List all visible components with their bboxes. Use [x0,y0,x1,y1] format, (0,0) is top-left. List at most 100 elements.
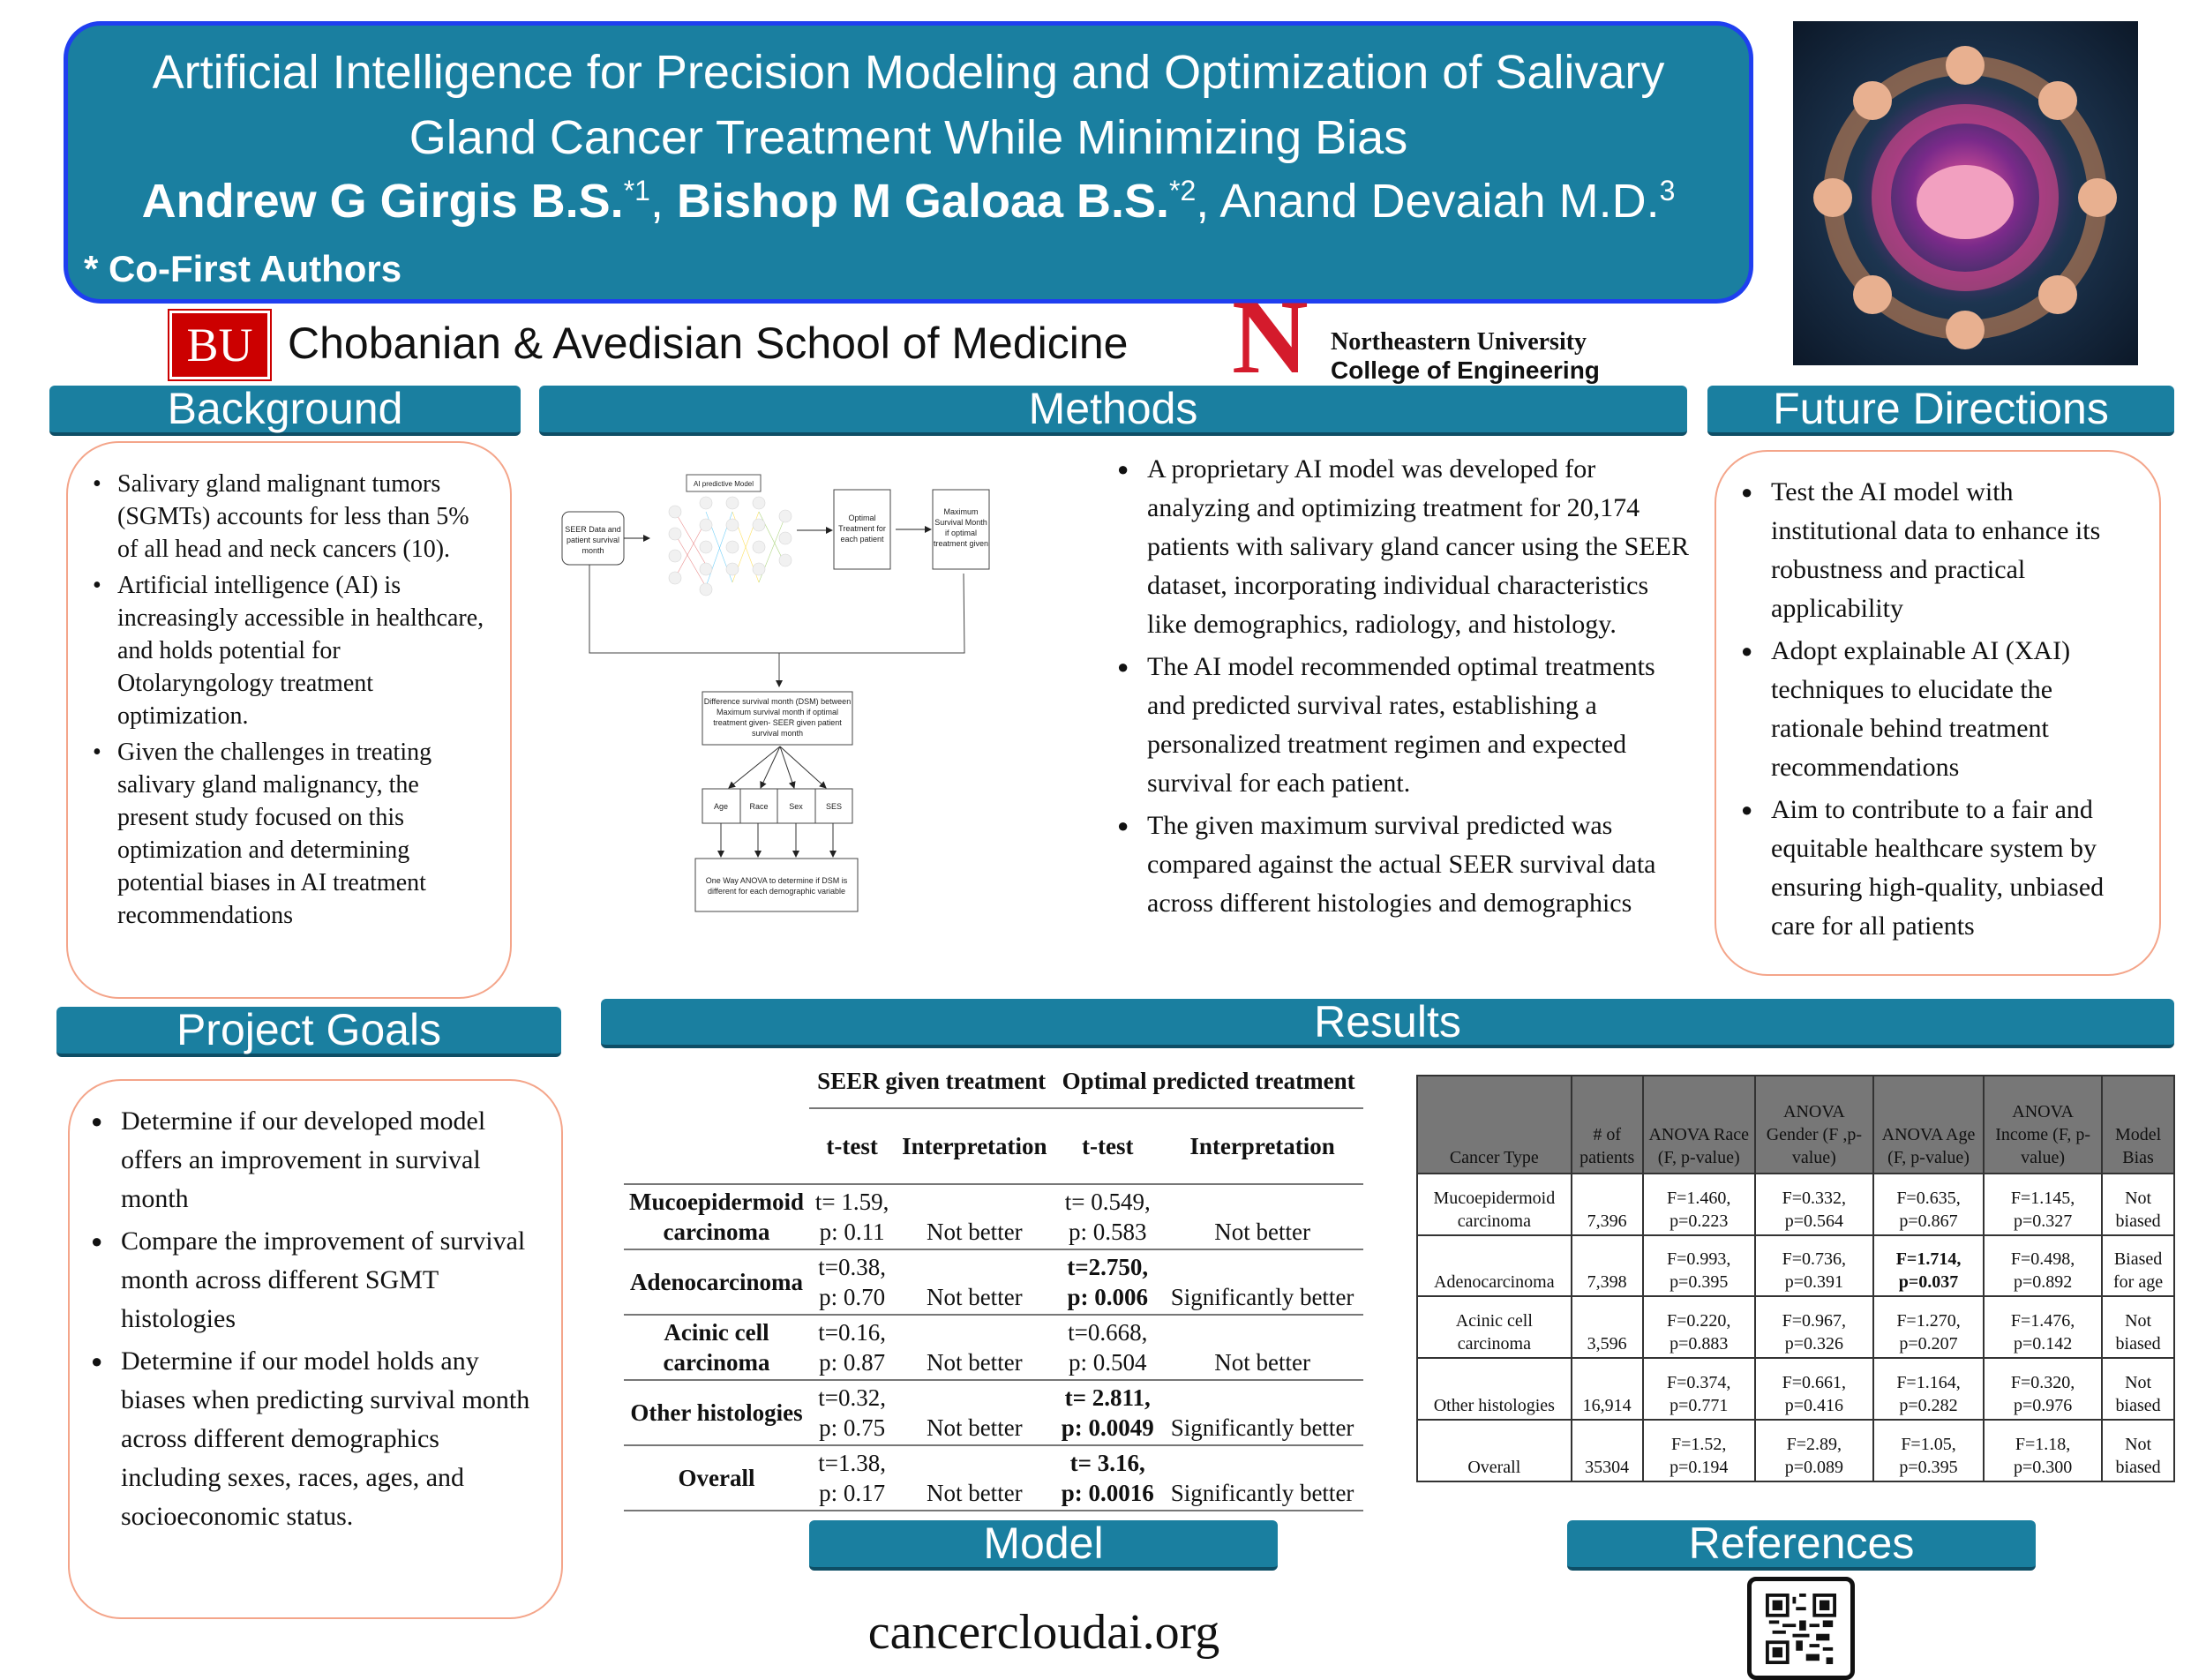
future-item: Adopt explainable AI (XAI) techniques to… [1741,632,2143,787]
histology-name: Other histologies [624,1379,809,1445]
methods-list: A proprietary AI model was developed for… [1117,450,1691,923]
anova-row: Acinic cell carcinoma 3,596 F=0.220, p=0.8… [1416,1295,2175,1360]
anova-table-wrap: Cancer Type # of patients ANOVA Race (F, p… [1416,1075,2175,1482]
svg-text:different for each demographic: different for each demographic variable [708,887,845,896]
anova-cell: Not biased [2101,1419,2175,1482]
background-box: Salivary gland malignant tumors (SGMTs) … [66,441,512,999]
ai-model-label-box [686,474,762,492]
section-header-future: Future Directions [1707,386,2174,436]
demo-age: Age [714,802,728,811]
anova-cell: F=0.967, p=0.326 [1753,1295,1874,1360]
brain-heads-image [1813,46,2117,349]
svg-text:survival month: survival month [752,729,803,738]
anova-cell: 16,914 [1570,1357,1644,1421]
anova-cell: F=0.661, p=0.416 [1753,1357,1874,1421]
methods-text: A proprietary AI model was developed for… [1117,450,1691,926]
maximum-survival-box [932,489,990,570]
histology-name: Adenocarcinoma [624,1249,809,1315]
future-box: Test the AI model with institutional dat… [1715,450,2161,976]
svg-text:treatment given- SEER given pa: treatment given- SEER given patient [713,718,842,727]
ttest-row: Overall t=1.38, p: 0.17 Not better t= 3.1… [624,1444,1363,1511]
ttest-row: Mucoepidermoid carcinoma t= 1.59, p: 0.11… [624,1183,1363,1249]
section-header-model: Model [809,1520,1278,1571]
neu-logo-mark: N [1232,278,1309,395]
histology-name: Overall [624,1444,809,1511]
optimal-ttest: t=2.750, p: 0.006 [1054,1249,1162,1315]
anova-row: Mucoepidermoid carcinoma 7,396 F=1.460, p=… [1416,1172,2175,1236]
subheader: t-test [1081,1133,1134,1159]
anova-row: Other histologies 16,914 F=0.374, p=0.771 F… [1416,1357,2175,1421]
anova-cell: 7,398 [1570,1234,1644,1298]
svg-text:patient survival: patient survival [567,536,619,544]
anova-cell: 35304 [1570,1419,1644,1482]
svg-text:Maximum: Maximum [943,507,978,516]
seer-ttest: t=0.16, p: 0.87 [808,1314,896,1380]
anova-cell: F=0.320, p=0.976 [1983,1357,2104,1421]
anova-cell: Acinic cell carcinoma [1416,1295,1572,1360]
ttest-row: Acinic cell carcinoma t=0.16, p: 0.87 Not… [624,1314,1363,1380]
anova-cell: F=1.05, p=0.395 [1872,1419,1985,1482]
anova-column-header: # of patients [1570,1075,1644,1174]
optimal-interpretation: Significantly better [1161,1444,1363,1511]
anova-cell: Overall [1416,1419,1572,1482]
svg-text:Treatment for: Treatment for [838,524,886,533]
anova-cell: F=1.164, p=0.282 [1872,1357,1985,1421]
group-header-seer: SEER given treatment [808,1054,1054,1109]
qr-code-pattern [1766,1594,1836,1664]
author-2-affil: *2 [1169,175,1197,206]
anova-cell: Biased for age [2101,1234,2175,1298]
background-item: Salivary gland malignant tumors (SGMTs) … [87,468,492,566]
anova-cell: F=1.270, p=0.207 [1872,1295,1985,1360]
anova-cell: F=0.498, p=0.892 [1983,1234,2104,1298]
goal-item: Compare the improvement of survival mont… [91,1222,544,1339]
bu-logo: BU [168,309,272,381]
co-first-note: * Co-First Authors [84,248,402,289]
author-1-affil: *1 [623,175,650,206]
poster-title-line-2: Gland Cancer Treatment While Minimizing … [409,111,1408,164]
goals-list: Determine if our developed model offers … [91,1102,544,1536]
anova-cell: F=0.736, p=0.391 [1753,1234,1874,1298]
methods-item: The given maximum survival predicted was… [1117,806,1691,923]
dsm-box [702,691,853,746]
seer-ttest: t=0.38, p: 0.70 [808,1249,896,1315]
future-item: Test the AI model with institutional dat… [1741,473,2143,628]
authors: Andrew G Girgis B.S.*1, Bishop M Galoaa … [141,175,1676,228]
anova-row: Overall 35304 F=1.52, p=0.194 F=2.89, p=0.0… [1416,1419,2175,1482]
seer-interpretation: Not better [895,1379,1054,1445]
ttest-table: SEER given treatment Optimal predicted t… [624,1054,1363,1515]
optimal-ttest: t=0.668, p: 0.504 [1054,1314,1162,1380]
neural-network-graphic [668,496,792,596]
qr-code-icon[interactable] [1747,1577,1855,1680]
anova-cell: F=1.145, p=0.327 [1983,1172,2104,1236]
future-item: Aim to contribute to a fair and equitabl… [1741,791,2143,946]
background-item: Given the challenges in treating salivar… [87,736,492,932]
svg-text:SEER Data and: SEER Data and [565,525,621,534]
svg-text:if optimal: if optimal [945,529,977,537]
anova-cell: F=1.476, p=0.142 [1983,1295,2104,1360]
background-list: Salivary gland malignant tumors (SGMTs) … [87,468,492,932]
ai-heads-illustration [1793,21,2138,365]
anova-column-header: ANOVA Race (F, p-value) [1641,1075,1756,1174]
svg-text:Maximum survival month if opti: Maximum survival month if optimal [717,708,838,716]
neu-college: College of Engineering [1331,356,1600,384]
neu-name: Northeastern University [1331,328,1587,356]
anova-cell: 3,596 [1570,1295,1644,1360]
seer-ttest: t= 1.59, p: 0.11 [808,1183,896,1249]
optimal-interpretation: Not better [1161,1314,1363,1380]
seer-interpretation: Not better [895,1444,1054,1511]
section-header-results: Results [601,999,2174,1048]
subheader: Interpretation [902,1133,1047,1159]
website-link[interactable]: cancercloudai.org [867,1605,1220,1660]
anova-column-header: ANOVA Income (F, p-value) [1983,1075,2104,1174]
methods-flowchart: SEER Data and patient survival month AI … [561,474,990,912]
anova-cell: F=0.332, p=0.564 [1753,1172,1874,1236]
demo-race: Race [749,802,768,811]
section-header-background: Background [49,386,521,436]
demo-sex: Sex [789,802,803,811]
demographic-boxes [702,788,853,824]
anova-column-header: Cancer Type [1416,1075,1572,1174]
optimal-interpretation: Significantly better [1161,1249,1363,1315]
ttest-row: Adenocarcinoma t=0.38, p: 0.70 Not better… [624,1249,1363,1315]
section-header-methods: Methods [539,386,1687,436]
anova-cell: Other histologies [1416,1357,1572,1421]
